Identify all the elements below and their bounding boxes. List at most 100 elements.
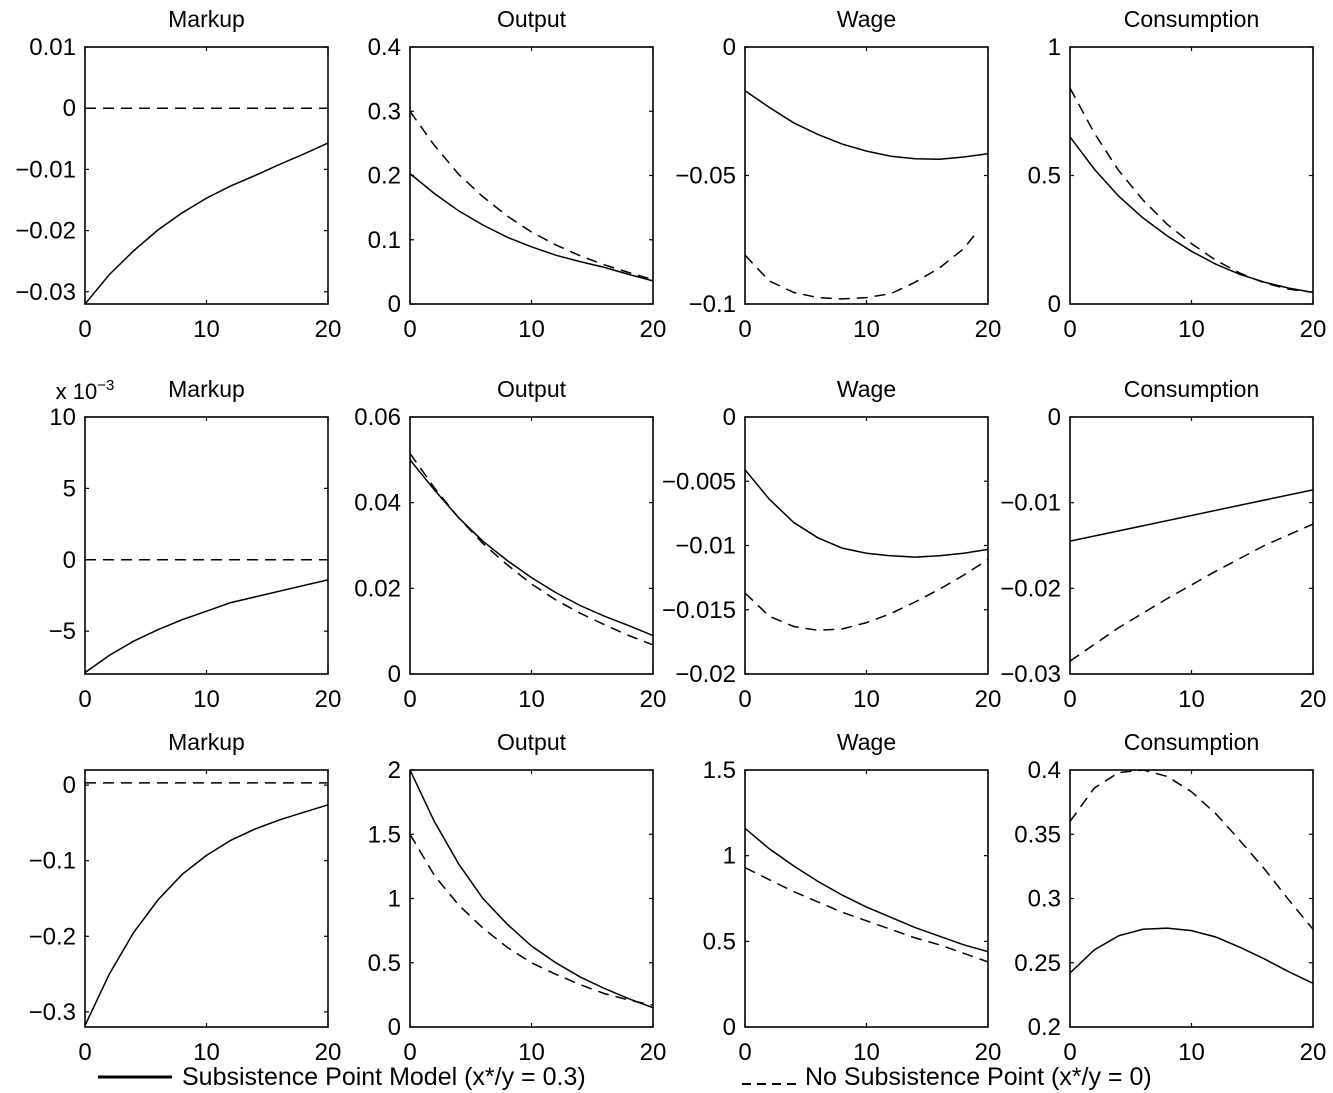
x-tick-label: 10 bbox=[1178, 686, 1205, 713]
y-tick-label: 0.35 bbox=[1014, 821, 1061, 848]
y-tick-label: −0.3 bbox=[29, 999, 76, 1026]
series-line-subsistence bbox=[1070, 136, 1313, 294]
x-tick-label: 10 bbox=[853, 1039, 880, 1066]
x-tick-label: 0 bbox=[403, 686, 416, 713]
panel-11: 0 10 20 1.5 1 0.5 0 Wage bbox=[703, 729, 1002, 1066]
series-line-no_subsistence bbox=[1070, 770, 1313, 930]
x-tick-label: 0 bbox=[78, 316, 91, 343]
y-tick-label: 1 bbox=[1048, 34, 1061, 61]
x-tick-label: 20 bbox=[315, 686, 342, 713]
y-tick-label: 0.2 bbox=[1028, 1014, 1061, 1041]
panel-1: 0 10 20 0.01 0 −0.01 −0.02 −0.03 Markup bbox=[15, 6, 341, 343]
series-line-subsistence bbox=[1070, 927, 1313, 984]
y-tick-label: −0.02 bbox=[15, 218, 76, 245]
panel-9: 0 10 20 0 −0.1 −0.2 −0.3 Markup bbox=[29, 729, 342, 1066]
y-tick-label: 0 bbox=[1048, 404, 1061, 431]
y-tick-label: 0 bbox=[723, 34, 736, 61]
x-tick-label: 0 bbox=[738, 1039, 751, 1066]
x-tick-label: 10 bbox=[518, 1039, 545, 1066]
axes-frame bbox=[409, 769, 654, 1028]
y-tick-label: −0.05 bbox=[675, 163, 736, 190]
series-line-no_subsistence bbox=[745, 867, 988, 963]
x-tick-label: 10 bbox=[193, 1039, 220, 1066]
x-tick-label: 0 bbox=[78, 1039, 91, 1066]
y-tick-label: 0.3 bbox=[1028, 886, 1061, 913]
series-line-subsistence bbox=[745, 827, 988, 953]
x-tick-label: 20 bbox=[640, 316, 667, 343]
series-line-no_subsistence bbox=[1070, 87, 1313, 294]
x-tick-label: 20 bbox=[975, 686, 1002, 713]
x-tick-label: 0 bbox=[738, 316, 751, 343]
panel-title: Consumption bbox=[1124, 376, 1260, 402]
panel-title: Output bbox=[497, 6, 567, 32]
y-tick-label: −0.01 bbox=[1000, 490, 1061, 517]
axes-frame bbox=[84, 769, 329, 1028]
series-line-subsistence bbox=[85, 804, 328, 1026]
y-tick-label: 0 bbox=[723, 1014, 736, 1041]
x-tick-label: 10 bbox=[193, 316, 220, 343]
x-tick-label: 0 bbox=[403, 1039, 416, 1066]
y-tick-label: 0 bbox=[63, 547, 76, 574]
axes-frame bbox=[744, 769, 989, 1028]
y-tick-label: −0.01 bbox=[675, 533, 736, 560]
y-tick-label: 0.02 bbox=[354, 575, 401, 602]
x-tick-label: 10 bbox=[1178, 1039, 1205, 1066]
y-tick-label: 0.1 bbox=[368, 227, 401, 254]
series-line-no_subsistence bbox=[745, 558, 988, 632]
panel-6: 0 10 20 0.06 0.04 0.02 0 Output bbox=[354, 376, 666, 713]
x-tick-label: 20 bbox=[640, 686, 667, 713]
axes-frame bbox=[744, 46, 989, 305]
panel-title: Markup bbox=[168, 6, 245, 32]
y-tick-label: −0.1 bbox=[689, 291, 736, 318]
y-tick-label: −0.005 bbox=[662, 468, 736, 495]
y-tick-label: 0.01 bbox=[29, 34, 76, 61]
panel-5: 0 10 20 10 5 0 −5 Markup x 10−3 bbox=[49, 376, 342, 713]
panel-2: 0 10 20 0.4 0.3 0.2 0.1 0 Output bbox=[368, 6, 667, 343]
y-tick-label: 0.3 bbox=[368, 98, 401, 125]
y-tick-label: 0 bbox=[1048, 291, 1061, 318]
y-tick-label: −0.01 bbox=[15, 156, 76, 183]
y-tick-label: 0 bbox=[388, 291, 401, 318]
axes-frame bbox=[744, 416, 989, 675]
series-line-no_subsistence bbox=[410, 110, 653, 281]
y-tick-label: 0.04 bbox=[354, 490, 401, 517]
y-tick-label: 0.25 bbox=[1014, 950, 1061, 977]
axes-frame bbox=[409, 46, 654, 305]
axes-frame bbox=[84, 46, 329, 305]
x-tick-label: 10 bbox=[518, 316, 545, 343]
x-tick-label: 10 bbox=[853, 316, 880, 343]
x-tick-label: 20 bbox=[1300, 316, 1327, 343]
series-line-no_subsistence bbox=[410, 833, 653, 1006]
x-tick-label: 20 bbox=[975, 316, 1002, 343]
y-tick-label: 0.06 bbox=[354, 404, 401, 431]
legend-label-no-subsistence: No Subsistence Point (x*/y = 0) bbox=[805, 1063, 1152, 1091]
axis-scale-label: x 10−3 bbox=[56, 377, 115, 404]
y-tick-label: −0.03 bbox=[15, 279, 76, 306]
axes-frame bbox=[409, 416, 654, 675]
x-tick-label: 10 bbox=[853, 686, 880, 713]
panel-4: 0 10 20 1 0.5 0 Consumption bbox=[1028, 6, 1327, 343]
series-line-no_subsistence bbox=[745, 232, 977, 300]
x-tick-label: 20 bbox=[315, 316, 342, 343]
y-tick-label: −0.02 bbox=[1000, 575, 1061, 602]
series-line-subsistence bbox=[85, 142, 328, 304]
y-tick-label: 0.5 bbox=[368, 950, 401, 977]
series-line-no_subsistence bbox=[410, 452, 653, 646]
series-line-subsistence bbox=[410, 770, 653, 1009]
panel-title: Output bbox=[497, 729, 567, 755]
y-tick-label: −0.02 bbox=[675, 661, 736, 688]
series-line-subsistence bbox=[410, 173, 653, 282]
x-tick-label: 0 bbox=[1063, 1039, 1076, 1066]
panel-12: 0 10 20 0.4 0.35 0.3 0.25 0.2 Consumption bbox=[1014, 729, 1326, 1066]
x-tick-label: 0 bbox=[738, 686, 751, 713]
x-tick-label: 0 bbox=[78, 686, 91, 713]
y-tick-label: 0.4 bbox=[1028, 757, 1061, 784]
series-line-subsistence bbox=[745, 469, 988, 558]
y-tick-label: 1.5 bbox=[703, 757, 736, 784]
panel-title: Markup bbox=[168, 376, 245, 402]
series-line-subsistence bbox=[745, 90, 988, 161]
y-tick-label: 1 bbox=[388, 886, 401, 913]
x-tick-label: 10 bbox=[193, 686, 220, 713]
panel-7: 0 10 20 0 −0.005 −0.01 −0.015 −0.02 Wage bbox=[662, 376, 1001, 713]
